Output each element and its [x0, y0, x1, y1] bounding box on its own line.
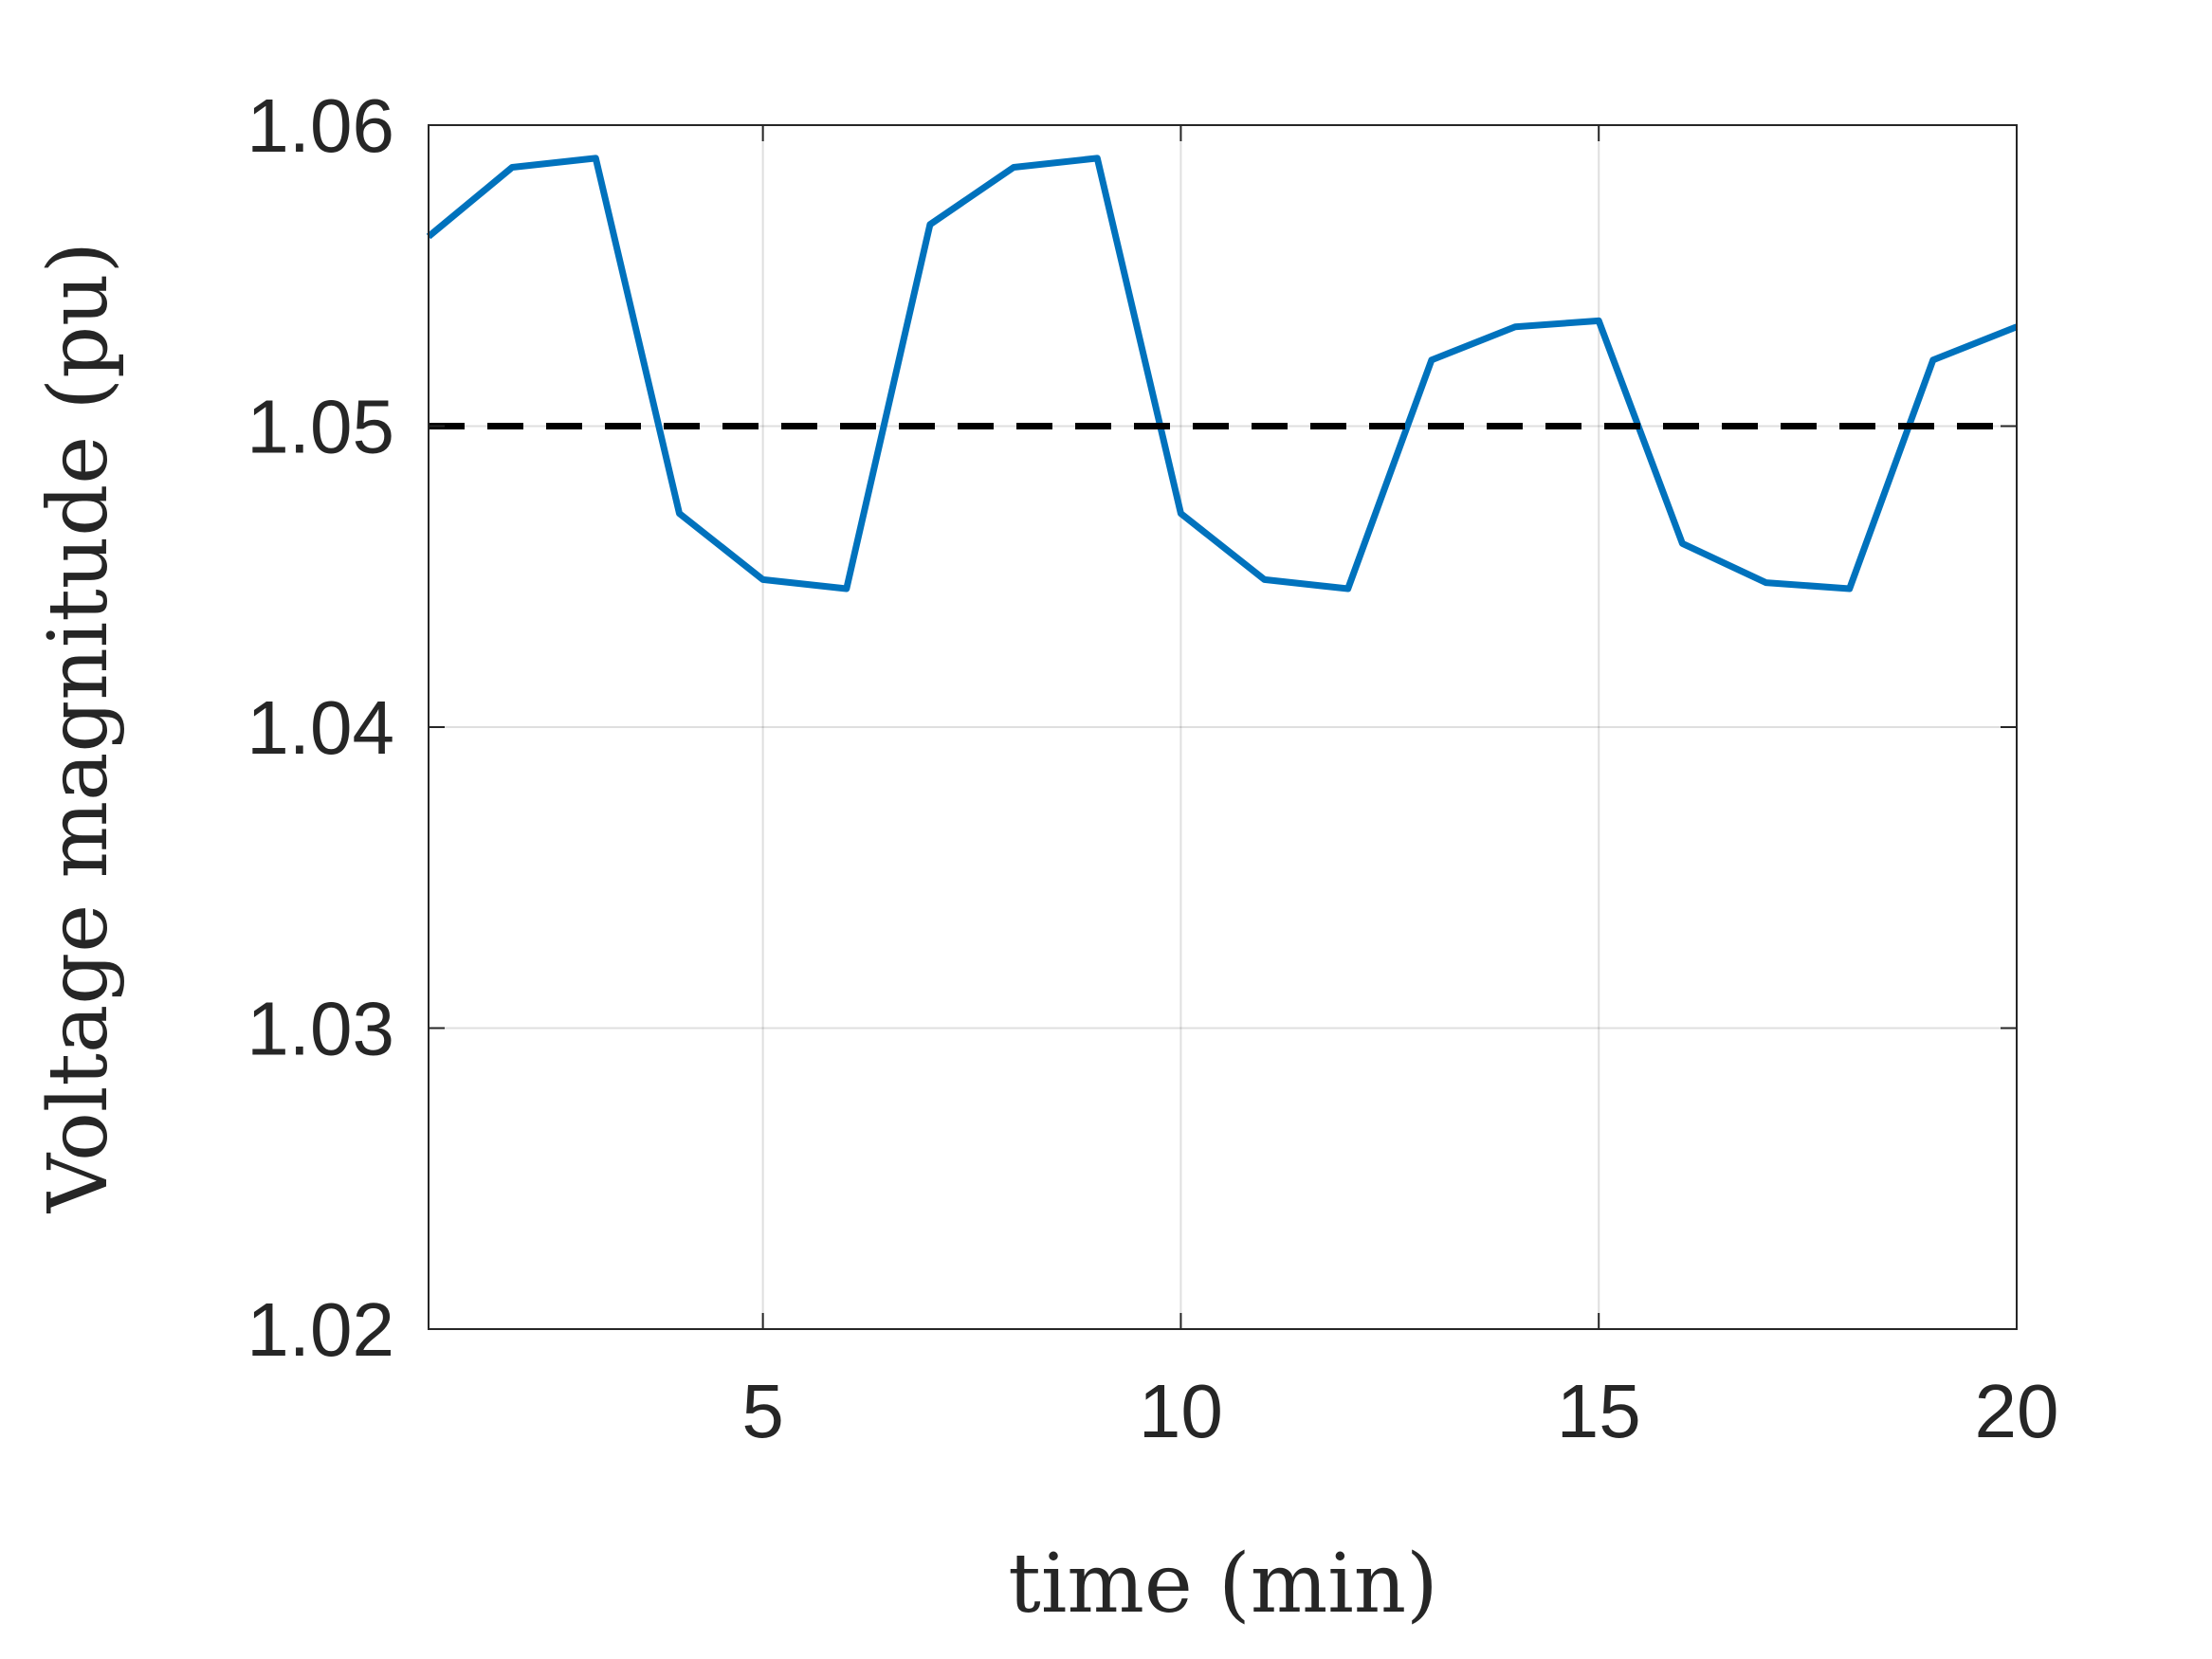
- x-tick-label: 10: [1139, 1369, 1223, 1453]
- x-tick-label: 15: [1557, 1369, 1641, 1453]
- plot-background: [429, 125, 2017, 1329]
- y-tick-label: 1.03: [247, 987, 394, 1071]
- ticks: [429, 124, 2018, 1330]
- x-tick-label: 20: [1975, 1369, 2059, 1453]
- x-axis-label: time (min): [1008, 1537, 1437, 1632]
- y-tick-labels: 1.02 1.03 1.04 1.05 1.06: [247, 83, 394, 1372]
- y-tick-label: 1.05: [247, 385, 394, 469]
- y-tick-label: 1.06: [247, 83, 394, 168]
- x-tick-label: 5: [741, 1369, 784, 1453]
- y-axis-label: Voltage magnitude (pu): [31, 242, 126, 1213]
- y-tick-label: 1.02: [247, 1287, 394, 1372]
- voltage-series-line: [426, 155, 2019, 592]
- x-tick-labels: 5 10 15 20: [741, 1369, 2058, 1453]
- series-layer: [426, 155, 2019, 592]
- y-tick-label: 1.04: [247, 685, 394, 770]
